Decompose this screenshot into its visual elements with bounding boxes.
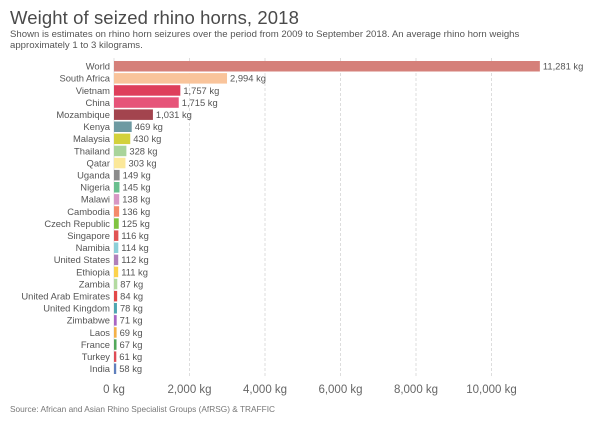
bar-qatar	[114, 157, 126, 169]
x-tick-label: 0 kg	[103, 384, 125, 396]
category-label: Qatar	[87, 157, 110, 168]
bar-kenya	[114, 121, 132, 132]
category-label: Nigeria	[80, 182, 110, 193]
value-label: 11,281 kg	[543, 61, 583, 72]
value-label: 303 kg	[128, 157, 156, 168]
x-tick-label: 2,000 kg	[167, 384, 211, 396]
bar-south-africa	[114, 73, 228, 84]
bar-zimbabwe	[114, 315, 117, 326]
value-label: 67 kg	[120, 339, 143, 350]
x-tick-label: 6,000 kg	[318, 384, 362, 396]
category-label: Vietnam	[76, 85, 110, 96]
value-label: 58 kg	[119, 363, 142, 374]
bar-china	[114, 97, 179, 108]
category-label: United States	[54, 254, 111, 265]
bar-czech-republic	[114, 218, 119, 229]
category-label: Cambodia	[67, 206, 111, 217]
category-label: Malaysia	[73, 133, 111, 144]
bar-laos	[114, 327, 117, 338]
bar-world	[114, 61, 540, 72]
category-label: Czech Republic	[44, 218, 110, 229]
value-label: 2,994 kg	[230, 73, 266, 84]
category-label: Zambia	[79, 278, 111, 289]
value-label: 1,031 kg	[156, 109, 192, 120]
bar-india	[114, 363, 117, 374]
category-label: Laos	[90, 327, 111, 338]
bar-zambia	[114, 278, 118, 290]
category-label: Malawi	[81, 194, 110, 205]
bar-ethiopia	[114, 266, 119, 278]
value-label: 116 kg	[121, 230, 148, 241]
source-note: Source: African and Asian Rhino Speciali…	[10, 404, 275, 414]
value-label: 149 kg	[123, 169, 151, 180]
value-label: 1,715 kg	[182, 97, 218, 108]
bar-thailand	[114, 145, 127, 157]
category-label: China	[86, 97, 111, 108]
bar-vietnam	[114, 85, 181, 96]
bar-turkey	[114, 351, 117, 362]
category-label: Turkey	[82, 351, 111, 362]
bar-nigeria	[114, 182, 120, 193]
chart-subtitle: Shown is estimates on rhino horn seizure…	[10, 29, 520, 51]
value-label: 469 kg	[135, 121, 163, 132]
value-label: 69 kg	[120, 327, 143, 338]
category-label: World	[86, 61, 110, 72]
value-label: 87 kg	[120, 278, 143, 289]
category-label: Zimbabwe	[67, 315, 110, 326]
value-label: 71 kg	[120, 315, 143, 326]
value-label: 78 kg	[120, 303, 143, 314]
x-tick-label: 4,000 kg	[243, 384, 287, 396]
x-axis: 0 kg 2,000 kg 4,000 kg 6,000 kg 8,000 kg 10,0…	[103, 384, 517, 396]
value-label: 136 kg	[122, 206, 150, 217]
labels: World 11,281 kg South Africa 2,994 kg Vietna…	[21, 61, 583, 374]
bar-cambodia	[114, 206, 120, 217]
bar-malawi	[114, 194, 120, 205]
category-label: Namibia	[76, 242, 111, 253]
value-label: 112 kg	[121, 254, 148, 265]
category-label: France	[81, 339, 110, 350]
bar-france	[114, 339, 117, 350]
category-label: Ethiopia	[76, 266, 111, 277]
bar-united-kingdom	[114, 303, 117, 314]
chart-title: Weight of seized rhino horns, 2018	[10, 7, 299, 28]
value-label: 111 kg	[121, 266, 148, 277]
value-label: 138 kg	[122, 194, 150, 205]
category-label: United Kingdom	[43, 303, 110, 314]
bar-namibia	[114, 242, 119, 253]
value-label: 328 kg	[129, 145, 157, 156]
value-label: 84 kg	[120, 290, 143, 301]
bar-united-states	[114, 254, 119, 266]
category-label: Kenya	[83, 121, 110, 132]
category-label: Thailand	[74, 145, 110, 156]
x-tick-label: 8,000 kg	[394, 384, 438, 396]
bar-mozambique	[114, 109, 153, 120]
bar-singapore	[114, 230, 119, 241]
value-label: 61 kg	[119, 351, 142, 362]
value-label: 114 kg	[121, 242, 148, 253]
category-label: Singapore	[67, 230, 110, 241]
value-label: 125 kg	[122, 218, 150, 229]
category-label: South Africa	[59, 73, 110, 84]
bars	[114, 61, 540, 374]
value-label: 145 kg	[122, 182, 150, 193]
category-label: Mozambique	[56, 109, 110, 120]
category-label: Uganda	[77, 169, 111, 180]
bar-malaysia	[114, 133, 131, 145]
bar-united-arab-emirates	[114, 290, 118, 302]
value-label: 1,757 kg	[183, 85, 219, 96]
category-label: United Arab Emirates	[21, 290, 110, 301]
category-label: India	[90, 363, 111, 374]
value-label: 430 kg	[133, 133, 161, 144]
x-tick-label: 10,000 kg	[466, 384, 517, 396]
bar-uganda	[114, 169, 120, 181]
